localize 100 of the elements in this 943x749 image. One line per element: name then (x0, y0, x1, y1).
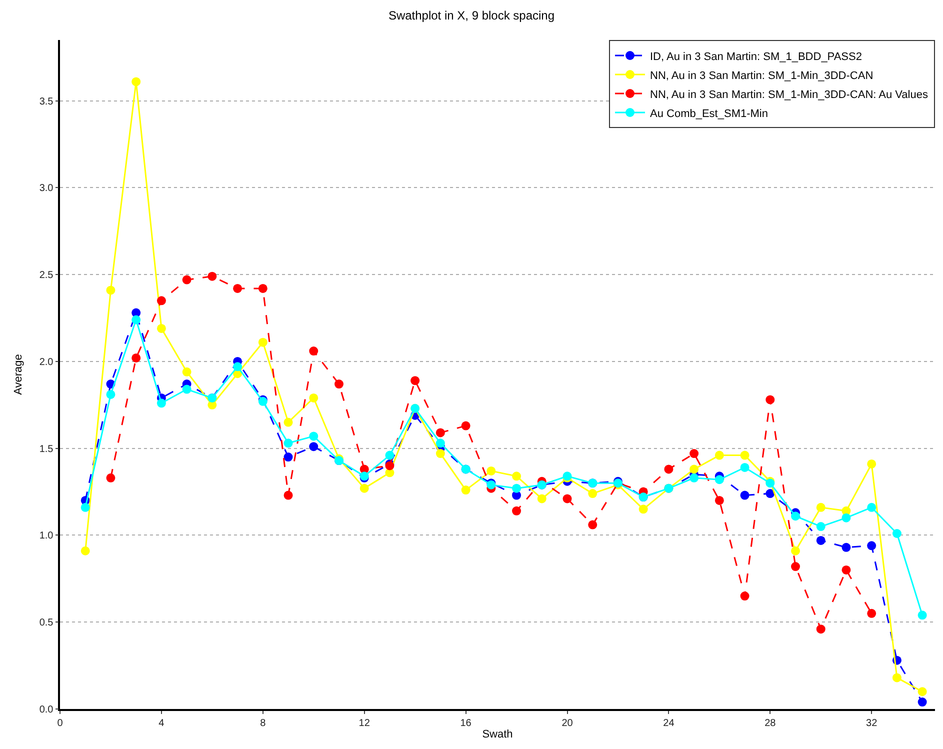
point (512, 506, 522, 516)
point (690, 473, 699, 482)
x-tick-label: 0 (57, 718, 64, 729)
point (385, 450, 394, 460)
y-tick-label: 3.5 (39, 96, 54, 108)
point (816, 536, 826, 545)
point (740, 592, 750, 601)
point (233, 284, 242, 293)
point (461, 421, 470, 430)
point (842, 513, 851, 522)
point (436, 449, 445, 458)
point (182, 384, 192, 394)
x-tick-label: 32 (866, 718, 878, 729)
point (664, 464, 674, 474)
point (842, 565, 851, 574)
point (714, 496, 724, 505)
x-tick-label: 24 (663, 718, 675, 729)
point (740, 490, 750, 500)
point (867, 459, 876, 468)
point (918, 610, 927, 620)
x-tick-label: 20 (562, 718, 574, 729)
point (512, 472, 522, 481)
point (588, 489, 598, 498)
point (80, 546, 90, 556)
x-axis-title: Swath (482, 728, 513, 740)
point (284, 438, 293, 448)
point (233, 362, 242, 372)
point (182, 367, 192, 376)
point (436, 428, 445, 438)
point (588, 520, 598, 530)
chart-title: Swathplot in X, 9 block spacing (388, 8, 555, 23)
point (309, 432, 318, 441)
point (156, 296, 166, 306)
point (106, 286, 116, 295)
point (816, 522, 826, 532)
point (791, 562, 800, 572)
point (410, 376, 420, 386)
point (284, 418, 293, 427)
point (334, 380, 344, 389)
legend-label: NN, Au in 3 San Martin: SM_1-Min_3DD-CAN (650, 70, 874, 82)
point (258, 338, 268, 347)
point (182, 275, 192, 284)
point (309, 393, 318, 402)
point (132, 353, 141, 362)
y-tick-label: 2.5 (39, 270, 54, 282)
point (486, 466, 496, 476)
y-tick-label: 0.5 (39, 618, 54, 629)
legend-label: NN, Au in 3 San Martin: SM_1-Min_3DD-CAN: Au Values (650, 88, 928, 101)
y-tick-label: 0.0 (39, 704, 54, 716)
y-tick-label: 1.0 (39, 530, 54, 542)
point (918, 687, 927, 696)
point (284, 490, 293, 500)
x-tick-label: 8 (260, 718, 266, 729)
point (892, 529, 902, 538)
point (309, 442, 318, 452)
x-tick-label: 28 (764, 718, 776, 729)
point (156, 324, 166, 333)
x-tick-label: 12 (358, 718, 370, 729)
point (791, 512, 800, 521)
point (714, 450, 724, 460)
point (106, 473, 116, 482)
legend-label: Au Comb_Est_SM1-Min (650, 108, 768, 120)
x-tick-label: 4 (158, 718, 165, 729)
y-tick-label: 2.0 (39, 356, 54, 368)
point (690, 449, 699, 458)
point (867, 502, 876, 512)
point (156, 398, 166, 408)
point (284, 452, 293, 462)
point (132, 77, 141, 86)
point (562, 494, 572, 504)
point (740, 450, 750, 460)
point (918, 698, 927, 707)
point (537, 494, 546, 504)
point (690, 464, 699, 474)
point (360, 484, 369, 493)
point (80, 502, 90, 512)
point (309, 346, 318, 356)
point (816, 624, 826, 634)
point (892, 673, 902, 682)
point (638, 504, 648, 514)
point (106, 390, 116, 399)
legend-label: ID, Au in 3 San Martin: SM_1_BDD_PASS2 (650, 50, 862, 63)
point (461, 486, 470, 495)
x-tick-label: 16 (460, 718, 472, 729)
point (867, 608, 876, 618)
y-tick-label: 3.0 (39, 183, 54, 194)
point (208, 272, 217, 281)
point (867, 541, 876, 550)
point (714, 475, 724, 484)
point (766, 395, 775, 404)
point (132, 315, 141, 324)
point (766, 489, 775, 498)
point (436, 438, 445, 448)
point (512, 484, 522, 493)
point (740, 462, 750, 472)
point (258, 284, 268, 293)
point (842, 542, 851, 552)
y-tick-label: 1.5 (39, 444, 54, 455)
y-axis-title: Average (12, 354, 24, 395)
point (791, 546, 800, 556)
